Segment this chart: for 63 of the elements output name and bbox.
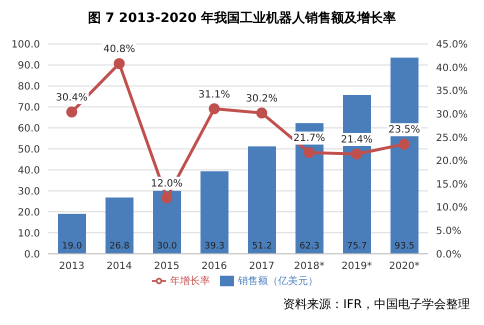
y2-tick-label: 10.0% [436,202,468,214]
bar [106,198,134,254]
data-label: 21.4% [340,134,373,146]
data-label: 31.1% [198,89,230,100]
y-tick-label: 80.0 [18,81,40,92]
x-tick-label: 2014 [106,260,132,272]
data-label: 51.2 [252,242,272,252]
y2-tick-label: 15.0% [436,179,468,190]
y2-tick-label: 0.0% [436,249,462,260]
bar [390,58,418,254]
point [161,192,172,204]
data-label: 30.0 [156,242,178,252]
y-tick-label: 60.0 [18,123,40,134]
y2-tick-label: 5.0% [436,226,462,237]
y-tick-label: 20.0 [18,207,40,218]
data-label: 40.8% [103,44,136,56]
y-tick-label: 70.0 [18,102,40,114]
y-tick-label: 10.0 [18,228,40,240]
bar [58,214,86,254]
point [304,147,315,158]
data-label: 93.5 [394,242,415,252]
x-tick-label: 2018* [294,260,324,272]
point [66,106,78,118]
y-tick-label: 100.0 [11,40,40,51]
y-tick-label: 0.0 [24,249,40,260]
bar [248,146,276,254]
legend-label: 销售额（亿美元） [238,276,318,287]
x-tick-label: 2019* [342,260,372,272]
bar [343,94,371,254]
y-tick-label: 30.0 [18,186,40,198]
data-label: 75.7 [346,242,368,252]
y2-tick-label: 30.0% [436,109,468,120]
x-tick-label: 2016 [202,260,227,272]
data-label: 30.4% [56,92,88,104]
point [256,107,268,118]
point [114,58,125,70]
data-label: 19.0 [62,242,82,252]
point [398,138,410,150]
bar [200,171,228,254]
y2-tick-label: 40.0% [436,62,468,74]
x-tick-label: 2015 [154,260,180,272]
y2-tick-label: 45.0% [436,40,468,51]
y2-tick-label: 20.0% [436,156,468,168]
point [351,148,362,160]
text: 资料来源：IFR，中国电子学会整理 [282,296,471,313]
y2-tick-label: 25.0% [436,132,468,144]
y-tick-label: 50.0 [18,144,40,156]
legend-label: 年增长率 [170,276,210,287]
x-tick-label: 2020* [389,260,420,272]
data-label: 62.3 [299,242,320,252]
y-tick-label: 40.0 [18,165,40,176]
data-label: 23.5% [388,124,420,136]
data-label: 12.0% [150,178,183,190]
data-label: 21.7% [293,133,326,144]
point [208,103,220,114]
y2-tick-label: 35.0% [436,86,468,98]
data-label: 30.2% [246,93,278,104]
x-tick-label: 2017 [249,260,274,272]
data-label: 26.8 [109,242,130,252]
chart-title: 图 7 2013-2020 年我国工业机器人销售额及增长率 [86,10,398,28]
y-tick-label: 90.0 [18,60,40,72]
x-tick-label: 2013 [59,260,84,272]
data-label: 39.3 [204,242,225,252]
